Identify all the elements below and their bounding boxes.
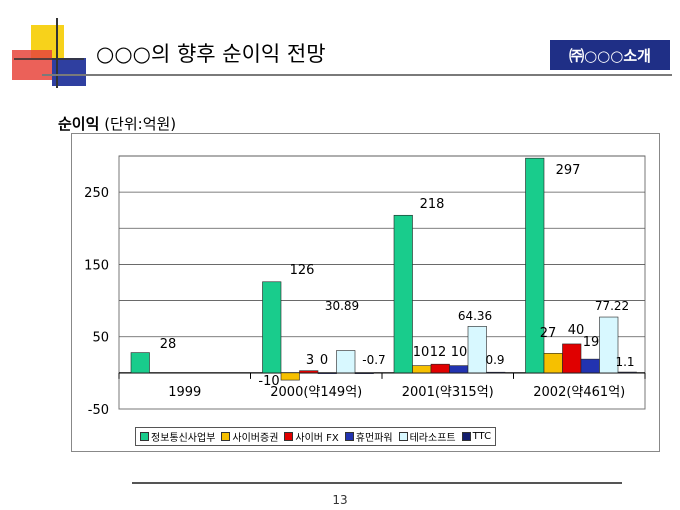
legend-item: TTC (461, 431, 492, 442)
legend-swatch (344, 432, 354, 441)
legend-swatch (284, 432, 294, 441)
y-tick-label: 150 (84, 258, 109, 273)
data-label: 297 (556, 163, 581, 178)
bar-2-3 (562, 343, 582, 374)
chart-legend: 정보통신사업부 사이버증권 사이버 FX 휴먼파워 테라소프트 TTC (135, 427, 497, 446)
bar-3-3 (580, 358, 600, 374)
bar-2-1 (299, 370, 319, 374)
chart-caption-unit: (단위:억원) (104, 115, 177, 133)
data-label: 40 (568, 323, 585, 338)
bar-5-2 (486, 371, 506, 374)
y-tick-label: 50 (92, 331, 109, 346)
data-label: 3 (306, 353, 314, 368)
legend-label: 사이버 FX (295, 433, 339, 444)
data-label: 30.89 (325, 299, 359, 313)
legend-label: 휴먼파워 (355, 433, 393, 444)
data-label: -10 (258, 374, 279, 389)
bar-2-2 (430, 363, 450, 374)
x-tick-label: 2000(약149억) (270, 385, 362, 400)
data-label: -0.7 (362, 353, 385, 367)
legend-swatch (221, 432, 231, 441)
bar-0-0 (130, 352, 150, 374)
bar-5-3 (617, 371, 637, 374)
legend-swatch (461, 432, 471, 441)
bar-1-2 (412, 365, 432, 374)
bar-1-3 (543, 353, 563, 374)
legend-item: 휴먼파워 (344, 429, 393, 444)
data-label: 1.1 (615, 355, 634, 369)
slide-title: ○○○의 향후 순이익 전망 (96, 42, 326, 66)
y-tick-label: 250 (84, 186, 109, 201)
data-label: 27 (540, 326, 557, 341)
bar-3-2 (449, 365, 469, 374)
data-label: 218 (420, 197, 445, 212)
title-divider (42, 74, 672, 76)
footer-divider (132, 482, 622, 484)
x-tick-label: 1999 (168, 385, 201, 400)
legend-swatch (140, 432, 149, 441)
data-label: 28 (160, 337, 177, 352)
data-label: 64.36 (458, 309, 492, 323)
legend-item: 정보통신사업부 (140, 429, 215, 444)
x-tick-label: 2002(약461억) (533, 385, 625, 400)
company-badge[interactable]: ㈜○○○소개 (550, 40, 670, 70)
data-label: 126 (290, 263, 315, 278)
chart-caption-main: 순이익 (58, 115, 100, 133)
bar-0-1 (262, 281, 282, 374)
bar-4-1 (336, 350, 356, 374)
chart-caption: 순이익 (단위:억원) (58, 113, 176, 134)
y-tick-label: -50 (88, 403, 109, 418)
x-tick-label: 2001(약315억) (402, 385, 494, 400)
legend-swatch (398, 432, 408, 441)
chart-frame: -50 50 150 250 28 126 218 297 -10 10 27 3 12 40 0 10 19 3… (71, 133, 660, 452)
data-label: 12 (430, 345, 447, 360)
page-number: 13 (332, 493, 348, 507)
bar-3-1 (317, 372, 337, 374)
bar-4-3 (599, 316, 619, 374)
bar-chart: -50 50 150 250 28 126 218 297 -10 10 27 3 12 40 0 10 19 3… (84, 155, 646, 418)
bar-4-2 (467, 326, 487, 374)
data-label: 10 (413, 345, 430, 360)
data-label: 19 (583, 335, 600, 350)
deco-vertical-line (56, 18, 58, 88)
legend-label: TTC (472, 431, 492, 442)
bar-0-3 (525, 157, 545, 374)
legend-label: 정보통신사업부 (151, 433, 216, 444)
deco-horizontal-line (14, 58, 84, 60)
data-label: 77.22 (595, 299, 629, 313)
bar-5-1 (354, 372, 374, 374)
bar-0-2 (393, 214, 413, 374)
legend-item: 사이버증권 (221, 429, 278, 444)
data-label: 10 (451, 345, 468, 360)
data-label: 0.9 (485, 353, 504, 367)
legend-item: 테라소프트 (398, 429, 456, 444)
legend-label: 사이버증권 (232, 433, 279, 444)
legend-item: 사이버 FX (284, 429, 339, 444)
bar-1-1 (280, 372, 300, 381)
legend-label: 테라소프트 (409, 433, 456, 444)
data-label: 0 (320, 353, 328, 368)
